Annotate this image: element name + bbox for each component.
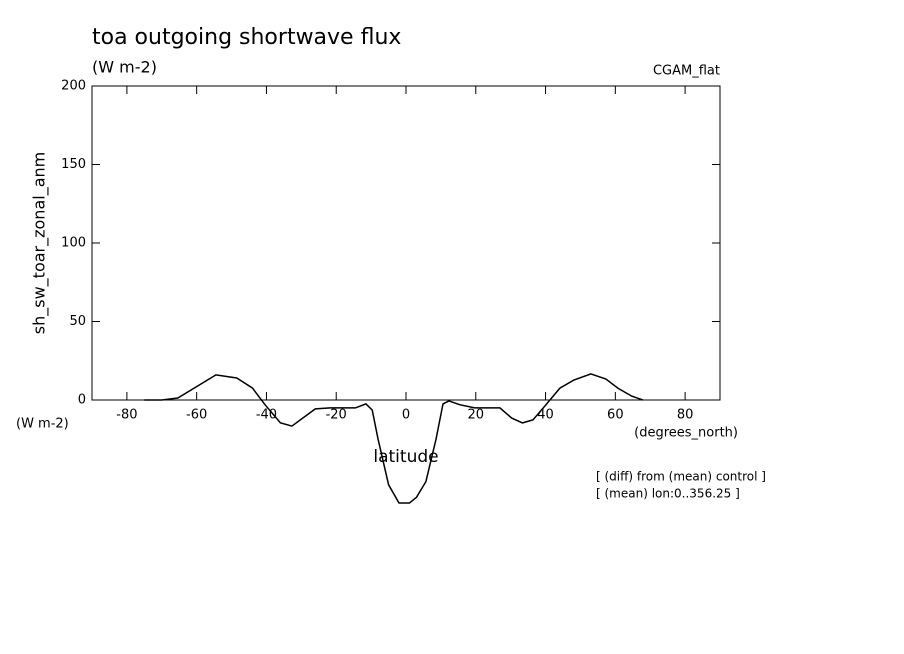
x-tick-label: 20 bbox=[468, 408, 485, 423]
y-tick-label: 0 bbox=[78, 393, 86, 408]
chart-subtitle: (W m-2) bbox=[92, 58, 157, 77]
y-tick-label: 200 bbox=[61, 79, 86, 94]
y-tick-label: 100 bbox=[61, 236, 86, 251]
y-tick-label: 50 bbox=[69, 314, 86, 329]
annotation: [ (diff) from (mean) control ] bbox=[596, 470, 766, 484]
data-line bbox=[144, 373, 644, 504]
x-axis-label: latitude bbox=[373, 447, 438, 467]
chart-title: toa outgoing shortwave flux bbox=[92, 25, 401, 50]
x-units: (degrees_north) bbox=[634, 426, 738, 441]
x-tick-label: 40 bbox=[537, 408, 554, 423]
x-tick-label: -60 bbox=[186, 408, 207, 423]
plot-frame bbox=[91, 85, 721, 401]
x-tick-label: -20 bbox=[326, 408, 347, 423]
y-tick-label: 150 bbox=[61, 157, 86, 172]
x-tick-label: -40 bbox=[256, 408, 277, 423]
x-tick-label: 80 bbox=[677, 408, 694, 423]
x-tick-label: 0 bbox=[402, 408, 410, 423]
dataset-label: CGAM_flat bbox=[653, 64, 720, 79]
y-axis-label: sh_sw_toar_zonal_anm bbox=[30, 152, 50, 334]
annotation: [ (mean) lon:0..356.25 ] bbox=[596, 487, 740, 501]
x-tick-label: -80 bbox=[116, 408, 137, 423]
y-units: (W m-2) bbox=[16, 417, 69, 432]
x-tick-label: 60 bbox=[607, 408, 624, 423]
